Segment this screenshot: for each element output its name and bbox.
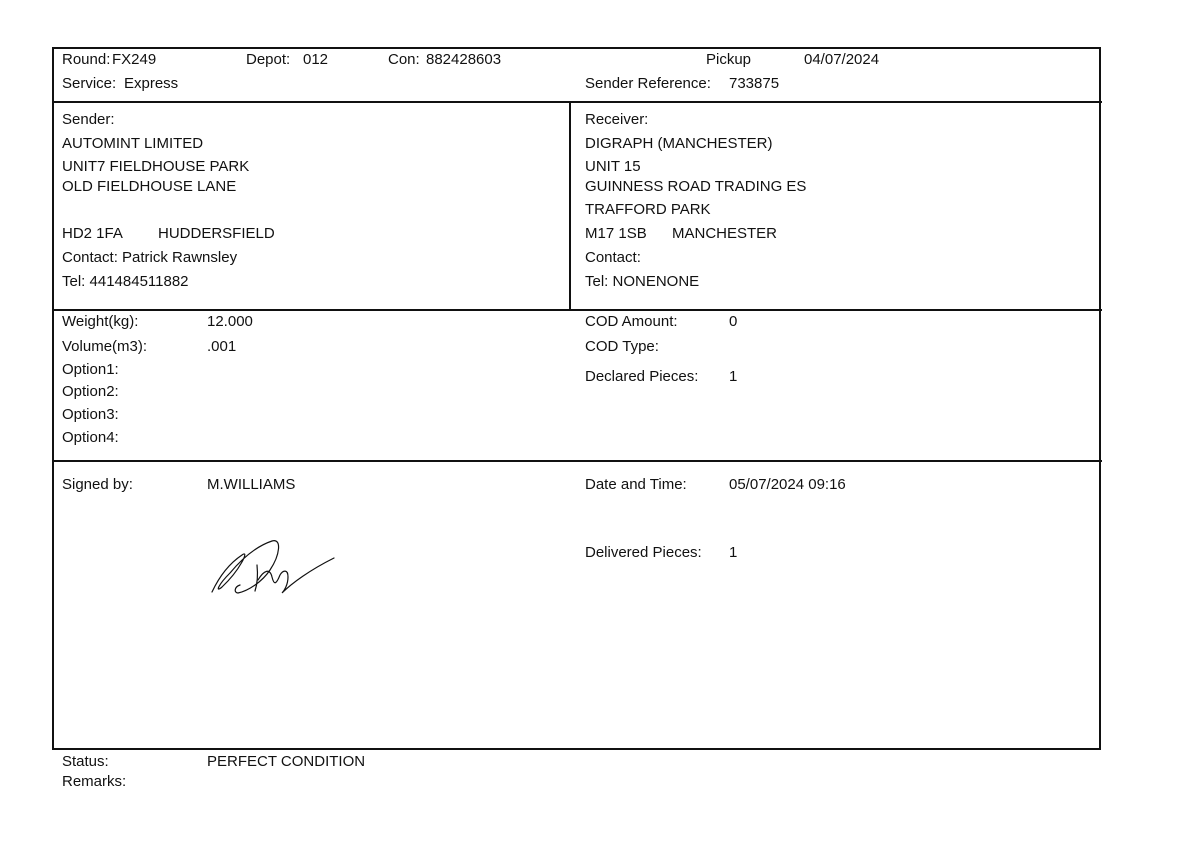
date-time-value: 05/07/2024 09:16	[729, 476, 846, 493]
option2-label: Option2:	[62, 383, 119, 400]
divider	[569, 102, 571, 311]
volume-label: Volume(m3):	[62, 338, 148, 355]
round-value: FX249	[112, 51, 157, 68]
option4-label: Option4:	[62, 429, 119, 446]
sender-contact: Contact: Patrick Rawnsley	[62, 249, 238, 266]
depot-value: 012	[303, 51, 329, 68]
declared-pieces-value: 1	[729, 368, 738, 385]
receiver-contact: Contact:	[585, 249, 641, 266]
remarks-label: Remarks:	[62, 773, 127, 790]
receiver-line: TRAFFORD PARK	[585, 201, 711, 218]
option3-label: Option3:	[62, 406, 119, 423]
pickup-date: 04/07/2024	[804, 51, 880, 68]
receiver-line: UNIT 15	[585, 158, 641, 175]
receiver-postcode: M17 1SB	[585, 225, 647, 242]
signed-by-label: Signed by:	[62, 476, 133, 493]
sender-town: HUDDERSFIELD	[158, 225, 275, 242]
receiver-town: MANCHESTER	[672, 225, 778, 242]
sender-line: UNIT7 FIELDHOUSE PARK	[62, 158, 250, 175]
con-value: 882428603	[426, 51, 502, 68]
sender-tel: Tel: 441484511882	[62, 273, 189, 290]
sender-postcode: HD2 1FA	[62, 225, 123, 242]
status-label: Status:	[62, 753, 109, 770]
sender-label: Sender:	[62, 111, 115, 128]
receiver-line: DIGRAPH (MANCHESTER)	[585, 135, 773, 152]
delivered-pieces-label: Delivered Pieces:	[585, 544, 702, 561]
round-label: Round:	[62, 51, 111, 68]
sender-reference-label: Sender Reference:	[585, 75, 711, 92]
cod-amount-label: COD Amount:	[585, 313, 678, 330]
weight-label: Weight(kg):	[62, 313, 139, 330]
service-label: Service:	[62, 75, 117, 92]
delivered-pieces-value: 1	[729, 544, 738, 561]
depot-label: Depot:	[246, 51, 291, 68]
cod-type-label: COD Type:	[585, 338, 659, 355]
volume-value: .001	[207, 338, 237, 355]
sender-line: AUTOMINT LIMITED	[62, 135, 204, 152]
receiver-tel: Tel: NONENONE	[585, 273, 700, 290]
cod-amount-value: 0	[729, 313, 738, 330]
divider	[52, 101, 1102, 103]
receiver-line: GUINNESS ROAD TRADING ES	[585, 178, 807, 195]
declared-pieces-label: Declared Pieces:	[585, 368, 699, 385]
con-label: Con:	[388, 51, 420, 68]
sender-reference-value: 733875	[729, 75, 780, 92]
service-value: Express	[124, 75, 179, 92]
divider	[52, 460, 1102, 462]
signature-icon	[211, 540, 335, 594]
receiver-label: Receiver:	[585, 111, 649, 128]
pod-form-border	[52, 47, 1101, 750]
signed-by-value: M.WILLIAMS	[207, 476, 296, 493]
pickup-label: Pickup	[706, 51, 752, 68]
weight-value: 12.000	[207, 313, 253, 330]
sender-line: OLD FIELDHOUSE LANE	[62, 178, 237, 195]
option1-label: Option1:	[62, 361, 119, 378]
divider	[52, 309, 1102, 311]
status-value: PERFECT CONDITION	[207, 753, 366, 770]
date-time-label: Date and Time:	[585, 476, 687, 493]
